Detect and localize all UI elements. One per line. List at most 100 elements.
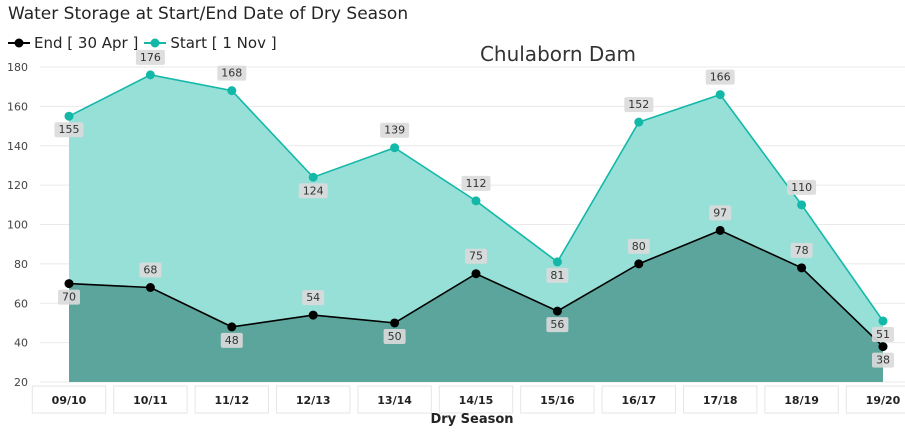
data-label: 152	[628, 98, 649, 111]
data-label: 176	[140, 51, 161, 64]
data-point	[227, 86, 237, 96]
x-tick-label: 15/16	[540, 394, 575, 407]
data-point	[552, 257, 562, 267]
data-label-bg	[872, 352, 894, 368]
data-label: 112	[466, 177, 487, 190]
data-label-bg	[298, 183, 328, 199]
data-point	[390, 143, 400, 153]
x-tick-cell	[276, 385, 351, 414]
data-label-bg	[383, 328, 406, 344]
data-label: 110	[791, 181, 812, 194]
data-point	[64, 111, 74, 121]
data-label-bg	[135, 49, 165, 65]
data-label: 155	[59, 123, 80, 136]
data-label-bg	[705, 69, 735, 85]
data-label-bg	[302, 290, 325, 306]
data-label-bg	[139, 262, 162, 278]
legend-item-end[interactable]: End [ 30 Apr ]	[8, 34, 138, 52]
data-point	[390, 318, 400, 328]
chart-title: Water Storage at Start/End Date of Dry S…	[8, 4, 409, 24]
legend-swatch-end	[8, 38, 30, 48]
data-label: 81	[550, 269, 564, 282]
x-tick-label: 16/17	[621, 394, 656, 407]
data-point	[634, 259, 644, 269]
data-point	[797, 200, 807, 210]
data-label-bg	[217, 65, 247, 81]
data-label: 78	[795, 244, 809, 257]
data-label-bg	[624, 97, 654, 113]
data-label-bg	[546, 267, 569, 283]
data-label-bg	[787, 179, 817, 195]
data-label-bg	[872, 326, 894, 342]
data-point	[878, 342, 888, 352]
y-tick-label: 80	[14, 258, 28, 271]
x-tick-cell	[113, 385, 188, 414]
x-tick-label: 18/19	[784, 394, 819, 407]
data-point	[715, 225, 725, 235]
data-point	[715, 90, 725, 100]
data-point	[145, 70, 155, 80]
x-tick-label: 10/11	[133, 394, 168, 407]
x-tick-label: 14/15	[459, 394, 494, 407]
legend-label-end: End [ 30 Apr ]	[34, 34, 139, 52]
data-label-bg	[58, 289, 80, 305]
data-label-bg	[709, 205, 732, 221]
x-tick-label: 19/20	[866, 394, 901, 407]
data-label: 68	[143, 264, 157, 277]
data-label: 70	[62, 291, 76, 304]
legend-item-start[interactable]: Start [ 1 Nov ]	[144, 34, 277, 52]
data-label-bg	[461, 175, 491, 191]
data-label: 56	[550, 318, 564, 331]
y-tick-label: 60	[14, 297, 28, 310]
point-layer	[64, 70, 888, 352]
x-tick-cell	[764, 385, 839, 414]
data-label: 38	[876, 354, 890, 367]
x-axis-label: Dry Season	[430, 412, 513, 427]
data-label-bg	[465, 248, 487, 264]
x-tick-cell	[357, 385, 432, 414]
y-tick-label: 160	[7, 100, 28, 113]
data-point	[878, 316, 888, 326]
x-tick-cell	[438, 385, 514, 414]
legend: End [ 30 Apr ] Start [ 1 Nov ]	[8, 34, 277, 52]
data-label: 51	[876, 328, 890, 341]
data-label-bg	[54, 122, 84, 138]
data-label: 139	[384, 124, 405, 137]
data-label: 48	[225, 334, 239, 347]
series-area	[69, 230, 883, 382]
data-point	[308, 310, 318, 320]
y-tick-label: 20	[14, 376, 28, 389]
data-label: 54	[306, 291, 320, 304]
label-layer: 155 176 168 124 139 112 81 152 166 110 51 70 68 48 54 5…	[54, 49, 894, 368]
data-point	[552, 306, 562, 316]
data-point	[797, 263, 807, 273]
x-tick-cell	[194, 385, 270, 414]
legend-label-start: Start [ 1 Nov ]	[170, 34, 277, 52]
x-tick-cell	[683, 385, 758, 414]
y-tick-label: 140	[7, 140, 28, 153]
data-point	[64, 279, 74, 289]
axis-layer: 20 40 60 80 100 120 140 160 180 09/10 10/11 11/12 12…	[7, 61, 905, 414]
data-point	[634, 117, 644, 127]
data-label-bg	[790, 242, 813, 258]
data-point	[308, 172, 318, 182]
x-tick-label: 13/14	[377, 394, 412, 407]
x-tick-label: 09/10	[52, 394, 87, 407]
x-tick-label: 11/12	[214, 394, 249, 407]
x-tick-cell	[520, 385, 595, 414]
area-layer	[69, 74, 883, 382]
data-label-bg	[220, 332, 243, 348]
data-point	[145, 283, 155, 292]
data-label: 168	[221, 67, 242, 80]
x-tick-cell	[601, 385, 676, 414]
chart-subtitle: Chulaborn Dam	[480, 42, 636, 66]
x-tick-cell	[845, 385, 905, 414]
y-tick-label: 40	[14, 337, 28, 350]
y-tick-label: 120	[7, 179, 28, 192]
data-point	[227, 322, 237, 332]
legend-swatch-start	[144, 38, 167, 48]
data-label: 80	[632, 240, 646, 253]
x-tick-cell	[31, 385, 107, 414]
x-tick-label: 17/18	[703, 394, 738, 407]
